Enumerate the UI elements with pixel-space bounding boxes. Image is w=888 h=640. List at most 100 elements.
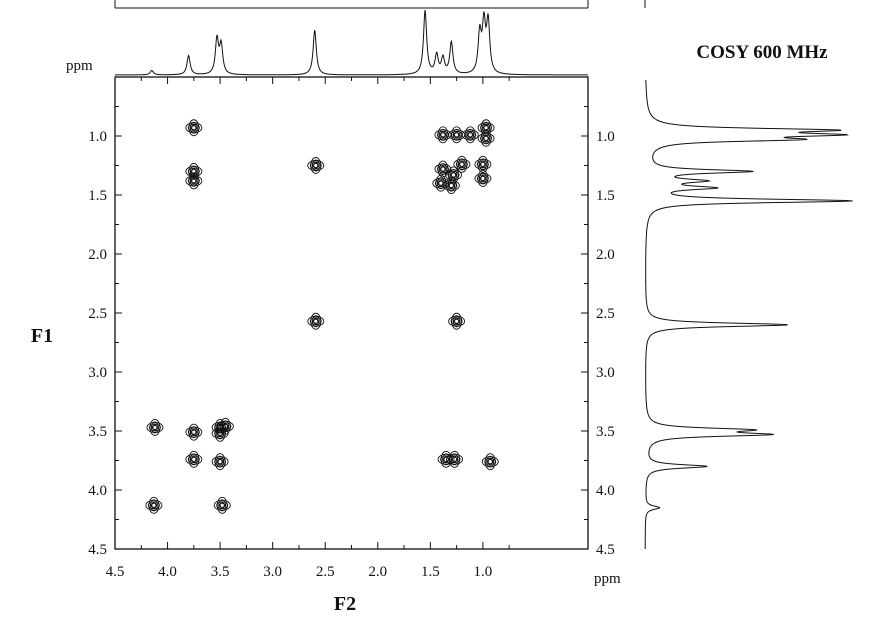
contour-ring — [309, 161, 322, 170]
contour-ring — [445, 181, 458, 190]
contour-ring — [146, 422, 164, 433]
contour-ring — [480, 123, 492, 132]
contour-ring — [191, 124, 197, 132]
contour-ring — [435, 174, 447, 192]
contour-ring — [474, 173, 492, 184]
y-tick-label-right: 4.0 — [596, 483, 615, 499]
plot-frame — [114, 76, 589, 550]
x-tick-label: 2.0 — [368, 564, 387, 580]
contour-ring — [214, 453, 226, 471]
cross-peak — [442, 177, 460, 195]
contour-ring — [190, 168, 198, 174]
cross-peak — [145, 496, 163, 514]
contour-ring — [149, 419, 161, 436]
contour-ring — [188, 450, 200, 468]
contour-ring — [440, 131, 446, 139]
contour-ring — [448, 166, 459, 184]
contour-ring — [466, 132, 474, 138]
contour-ring — [149, 499, 158, 512]
cross-peak — [474, 155, 492, 173]
cross-peak — [481, 453, 499, 471]
cross-peak — [434, 160, 452, 178]
contour-ring — [452, 455, 457, 463]
x-tick-label: 2.5 — [316, 564, 335, 580]
contour-ring — [451, 312, 463, 330]
y-tick-label-left: 2.5 — [88, 306, 107, 322]
contour-ring — [309, 317, 322, 326]
f2-projection-trace — [115, 10, 588, 76]
top-frame-fragment — [114, 0, 646, 9]
contour-ring — [188, 172, 200, 190]
cross-peak — [185, 119, 203, 137]
contour-ring — [448, 315, 466, 327]
x-tick-label: 4.0 — [158, 564, 177, 580]
contour-ring — [150, 421, 159, 434]
y-tick-label-left: 3.0 — [88, 365, 107, 381]
contour-ring — [480, 160, 486, 168]
contour-ring — [216, 501, 229, 510]
contour-ring — [216, 455, 225, 468]
contour-ring — [185, 426, 203, 438]
x-unit-label: ppm — [594, 571, 621, 587]
contour-ring — [185, 122, 203, 134]
contour-ring — [312, 318, 320, 324]
contour-ring — [191, 167, 197, 175]
contour-ring — [443, 455, 449, 463]
cross-peak — [185, 450, 203, 468]
contour-ring — [478, 172, 487, 185]
contour-ring — [185, 453, 203, 465]
contour-ring — [487, 458, 493, 466]
contour-ring — [219, 501, 225, 509]
contour-ring — [438, 163, 447, 175]
contour-ring — [439, 132, 447, 138]
y-tick-label-left: 4.0 — [88, 483, 107, 499]
contour-ring — [437, 126, 449, 144]
contour-ring — [218, 499, 227, 512]
cross-peak — [146, 419, 164, 436]
cross-peak — [461, 126, 479, 144]
contour-ring — [148, 496, 160, 514]
x-axis-label: F2 — [334, 593, 356, 615]
cross-peak — [216, 417, 234, 435]
contour-ring — [189, 426, 198, 439]
contour-ring — [455, 160, 468, 169]
contour-ring — [190, 456, 198, 462]
contour-ring — [145, 499, 163, 511]
contour-ring — [218, 502, 226, 508]
top-ppm-label: ppm — [66, 58, 93, 74]
f2-projection — [115, 10, 588, 76]
x-tick-label: 4.5 — [106, 564, 125, 580]
contour-ring — [152, 424, 158, 431]
contour-ring — [476, 160, 489, 169]
cross-peak — [307, 157, 325, 174]
x-axis-ticks: 4.5 4.0 3.5 3.0 2.5 2.0 1.5 1.0 — [106, 77, 510, 580]
cross-peak — [213, 496, 231, 514]
cross-peak — [446, 450, 463, 468]
contour-ring — [458, 161, 466, 167]
contour-ring — [467, 131, 473, 139]
contour-ring — [217, 429, 223, 437]
contour-ring — [453, 158, 471, 170]
contour-ring — [438, 128, 447, 141]
contour-ring — [191, 455, 197, 463]
contour-ring — [312, 163, 320, 168]
contour-ring — [453, 318, 461, 324]
contour-ring — [480, 175, 486, 182]
contour-ring — [484, 457, 497, 466]
contour-ring — [436, 165, 449, 173]
contour-ring — [474, 158, 492, 170]
contour-ring — [313, 162, 319, 169]
contour-ring — [461, 129, 479, 141]
contour-ring — [211, 456, 229, 468]
contour-ring — [188, 162, 200, 180]
y-tick-label-right: 2.0 — [596, 247, 615, 263]
contour-ring — [190, 178, 198, 184]
y-tick-label-left: 4.5 — [88, 542, 107, 558]
contour-ring — [189, 121, 198, 134]
contour-ring — [450, 453, 459, 466]
contour-ring — [151, 501, 157, 509]
x-tick-label: 3.5 — [211, 564, 230, 580]
contour-ring — [452, 315, 461, 328]
contour-ring — [439, 166, 447, 172]
